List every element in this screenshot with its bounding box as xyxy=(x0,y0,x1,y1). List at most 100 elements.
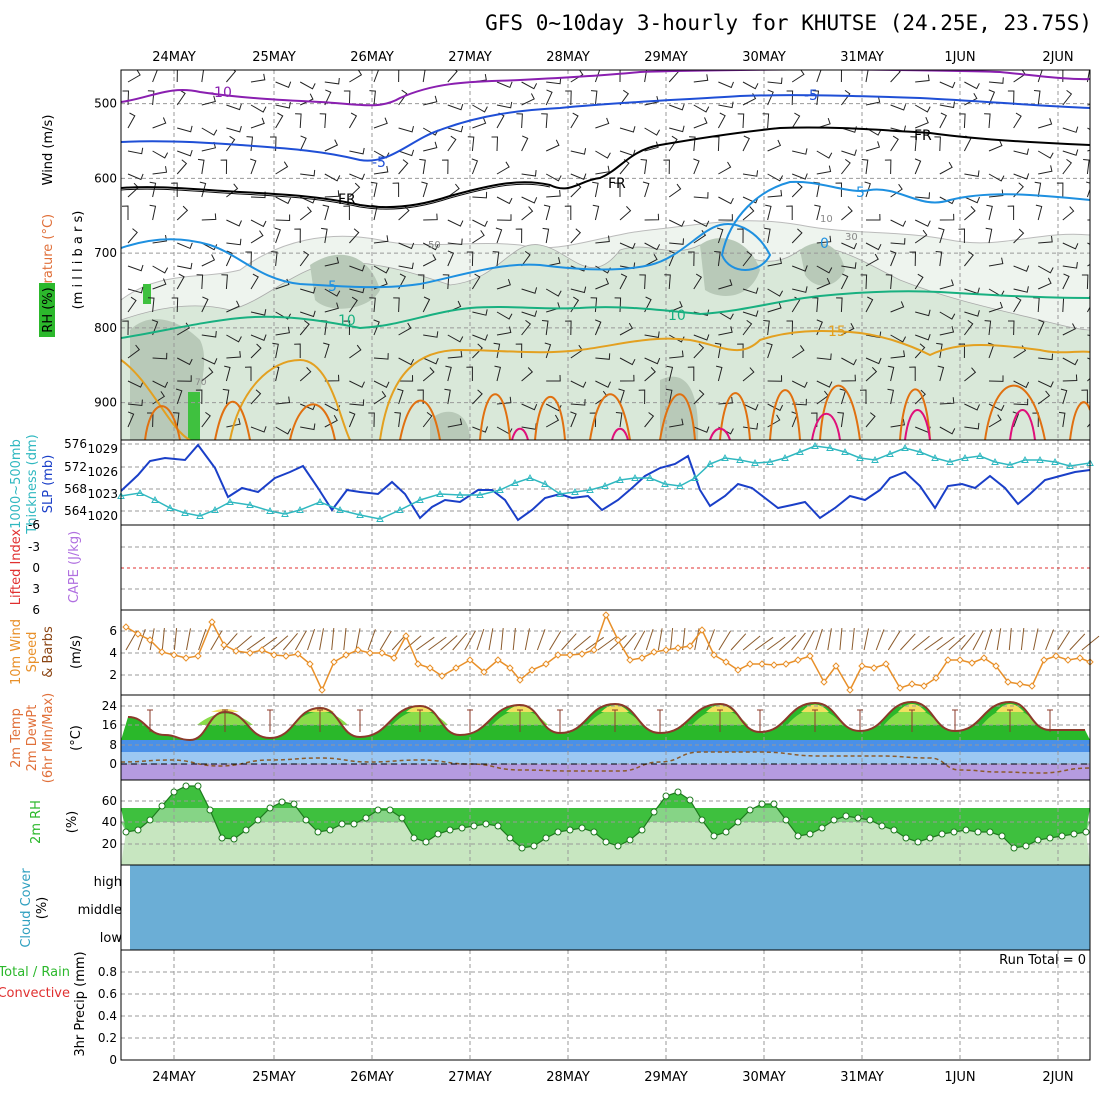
upper-barb-299 xyxy=(565,320,572,336)
upper-barb-238 xyxy=(472,389,483,405)
upper-barb-243 xyxy=(491,136,499,152)
upper-barb-247 xyxy=(495,227,503,244)
upper-barb-614 xyxy=(1062,206,1075,221)
upper-barb-349 xyxy=(644,367,656,382)
upper-barb-530 xyxy=(939,112,947,129)
w10-marker-25 xyxy=(426,664,434,672)
thickness-marker-3 xyxy=(166,503,174,511)
w10-barb-29 xyxy=(476,628,485,651)
rh2m-marker-27 xyxy=(446,826,454,834)
upper-barb-70 xyxy=(226,219,242,227)
upper-barb-207 xyxy=(422,412,433,428)
w10-barb-37 xyxy=(573,635,591,651)
rh2m-marker-9 xyxy=(230,835,238,843)
upper-barb-209 xyxy=(447,103,464,111)
w10-marker-33 xyxy=(528,666,536,674)
cloud-level-high: high xyxy=(94,875,122,890)
thk-ytick-3: 564 xyxy=(64,504,87,518)
upper-barb-228 xyxy=(471,158,479,175)
upper-barb-75 xyxy=(226,334,242,343)
upper-barb-385 xyxy=(718,101,734,109)
upper-barb-90 xyxy=(250,309,267,316)
w10-barb-13 xyxy=(282,632,298,651)
upper-barb-233 xyxy=(471,273,481,290)
upper-barb-267 xyxy=(521,320,532,336)
upper-barb-170 xyxy=(369,297,376,313)
w10-barb-76 xyxy=(1045,629,1055,651)
upper-barb-337 xyxy=(644,95,659,106)
upper-barb-83 xyxy=(246,136,254,152)
thk-ytick-0: 576 xyxy=(64,437,87,451)
w10-marker-29 xyxy=(480,668,488,676)
upper-barb-346 xyxy=(644,296,652,313)
upper-barb-225 xyxy=(472,104,488,113)
upper-barb-410 xyxy=(742,310,759,317)
w10-barb-69 xyxy=(960,632,976,651)
upper-barb-395 xyxy=(718,326,733,336)
upper-barb-214 xyxy=(447,219,464,227)
rh2m-marker-74 xyxy=(1010,844,1018,852)
upper-barb-470 xyxy=(841,206,853,221)
upper-barb-10 xyxy=(127,296,137,313)
upper-barb-543 xyxy=(939,426,956,435)
upper-barb-17 xyxy=(147,90,155,106)
upper-barb-432 xyxy=(791,70,805,83)
rh2m-marker-76 xyxy=(1034,836,1042,844)
upper-barb-394 xyxy=(718,311,734,320)
w10-marker-51 xyxy=(746,660,754,668)
upper-barb-523 xyxy=(915,334,931,341)
w10-marker-27 xyxy=(452,664,460,672)
upper-barb-23 xyxy=(152,235,168,244)
w10-marker-55 xyxy=(794,656,802,664)
upper-barb-237 xyxy=(466,366,473,381)
upper-barb-223 xyxy=(447,418,463,428)
pr-ytick-0: 0.8 xyxy=(98,965,117,979)
upper-barb-485 xyxy=(864,181,871,198)
upper-barb-306 xyxy=(595,117,610,129)
temp-contour-25 xyxy=(511,409,1036,440)
rh2m-marker-26 xyxy=(434,830,442,838)
upper-barb-313 xyxy=(595,278,610,290)
upper-barb-518 xyxy=(914,219,931,227)
upper-barb-245 xyxy=(496,196,513,205)
upper-barb-68 xyxy=(220,159,228,175)
upper-barb-465 xyxy=(841,89,851,106)
upper-barb-545 xyxy=(964,92,978,106)
upper-barb-1 xyxy=(122,90,130,106)
slp-ytick-2: 1023 xyxy=(87,487,118,501)
t2-ylabel-4: (°C) xyxy=(69,725,84,751)
upper-barb-95 xyxy=(250,426,267,433)
rh2m-marker-54 xyxy=(770,800,778,808)
date-label-bottom-6: 30MAY xyxy=(742,1070,786,1085)
upper-barb-198 xyxy=(423,213,438,221)
upper-barb-12 xyxy=(127,344,141,359)
upper-barb-77 xyxy=(224,365,231,382)
contour-label-0: 0 xyxy=(820,236,829,252)
upper-barb-147 xyxy=(349,147,365,155)
w10-barb-55 xyxy=(791,632,806,651)
pr-ytick-1: 0.6 xyxy=(98,987,117,1001)
w10-barb-78 xyxy=(1069,633,1086,651)
upper-barb-418 xyxy=(762,113,770,129)
upper-barb-301 xyxy=(570,380,587,388)
date-label-top-9: 2JUN xyxy=(1042,50,1073,65)
w10-barb-3 xyxy=(161,628,165,651)
rh2m-marker-14 xyxy=(290,800,298,808)
rh2m-marker-35 xyxy=(542,834,550,842)
upper-barb-187 xyxy=(398,322,412,336)
rh2m-marker-17 xyxy=(326,826,334,834)
upper-barb-413 xyxy=(742,367,755,382)
upper-barb-383 xyxy=(693,426,710,433)
upper-barb-369 xyxy=(693,104,710,113)
upper-barb-407 xyxy=(737,228,744,244)
upper-barb-272 xyxy=(546,77,562,85)
upper-barb-0 xyxy=(127,70,141,83)
upper-barb-221 xyxy=(445,365,452,382)
upper-barb-377 xyxy=(693,273,702,290)
upper-barb-621 xyxy=(1062,374,1078,382)
upper-barb-604 xyxy=(1038,353,1054,361)
w10-marker-45 xyxy=(674,644,682,652)
upper-barb-279 xyxy=(542,227,550,244)
upper-barb-425 xyxy=(767,288,784,297)
